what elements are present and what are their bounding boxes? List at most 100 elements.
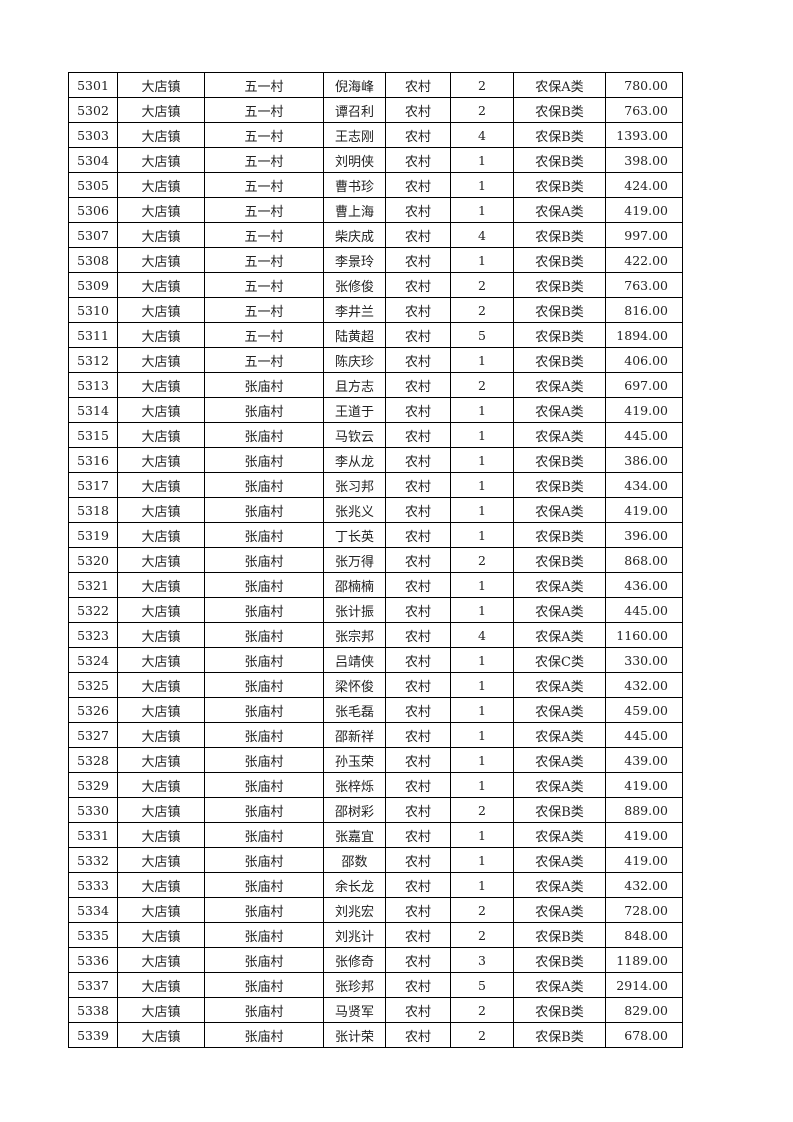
cell-village: 张庙村 — [204, 497, 324, 523]
cell-amount: 728.00 — [605, 897, 683, 923]
cell-household-type: 农村 — [385, 172, 451, 198]
cell-household-type: 农村 — [385, 897, 451, 923]
cell-amount: 829.00 — [605, 997, 683, 1023]
cell-amount: 1189.00 — [605, 947, 683, 973]
cell-village: 张庙村 — [204, 697, 324, 723]
cell-household-type: 农村 — [385, 872, 451, 898]
cell-row-number: 5307 — [68, 222, 118, 248]
cell-household-type: 农村 — [385, 972, 451, 998]
cell-row-number: 5335 — [68, 922, 118, 948]
cell-row-number: 5304 — [68, 147, 118, 173]
cell-family-size: 5 — [450, 972, 514, 998]
cell-insurance-class: 农保A类 — [513, 422, 606, 448]
table-row: 5333 大店镇 张庙村 余长龙 农村 1 农保A类 432.00 — [68, 872, 683, 898]
cell-name: 张万得 — [323, 547, 386, 573]
cell-amount: 1393.00 — [605, 122, 683, 148]
cell-row-number: 5331 — [68, 822, 118, 848]
cell-town: 大店镇 — [117, 597, 205, 623]
cell-household-type: 农村 — [385, 397, 451, 423]
cell-insurance-class: 农保A类 — [513, 847, 606, 873]
cell-amount: 419.00 — [605, 197, 683, 223]
data-table: 5301 大店镇 五一村 倪海峰 农村 2 农保A类 780.00 5302 大店镇 五一村 谭召利农… — [68, 72, 683, 1048]
table-row: 5310 大店镇 五一村 李井兰 农村 2 农保B类 816.00 — [68, 297, 683, 323]
table-row: 5304 大店镇 五一村 刘明侠 农村 1 农保B类 398.00 — [68, 147, 683, 173]
cell-village: 张庙村 — [204, 847, 324, 873]
cell-town: 大店镇 — [117, 447, 205, 473]
cell-town: 大店镇 — [117, 297, 205, 323]
cell-row-number: 5309 — [68, 272, 118, 298]
cell-village: 张庙村 — [204, 422, 324, 448]
cell-amount: 419.00 — [605, 822, 683, 848]
cell-town: 大店镇 — [117, 497, 205, 523]
cell-village: 张庙村 — [204, 822, 324, 848]
cell-row-number: 5332 — [68, 847, 118, 873]
cell-amount: 678.00 — [605, 1022, 683, 1048]
cell-town: 大店镇 — [117, 522, 205, 548]
table-row: 5320 大店镇 张庙村 张万得 农村 2 农保B类 868.00 — [68, 547, 683, 573]
table-row: 5325 大店镇 张庙村 梁怀俊 农村 1 农保A类 432.00 — [68, 672, 683, 698]
cell-town: 大店镇 — [117, 822, 205, 848]
cell-name: 王道于 — [323, 397, 386, 423]
cell-name: 张毛磊 — [323, 697, 386, 723]
table-row: 5317 大店镇 张庙村 张习邦 农村 1 农保B类 434.00 — [68, 472, 683, 498]
table-row: 5331 大店镇 张庙村 张嘉宜 农村 1 农保A类 419.00 — [68, 822, 683, 848]
table-row: 5319 大店镇 张庙村 丁长英 农村 1 农保B类 396.00 — [68, 522, 683, 548]
cell-town: 大店镇 — [117, 547, 205, 573]
table-row: 5313 大店镇 张庙村 且方志 农村 2 农保A类 697.00 — [68, 372, 683, 398]
cell-village: 张庙村 — [204, 772, 324, 798]
cell-town: 大店镇 — [117, 997, 205, 1023]
cell-name: 王志刚 — [323, 122, 386, 148]
cell-amount: 1894.00 — [605, 322, 683, 348]
cell-amount: 424.00 — [605, 172, 683, 198]
cell-family-size: 1 — [450, 822, 514, 848]
cell-amount: 889.00 — [605, 797, 683, 823]
cell-family-size: 2 — [450, 372, 514, 398]
cell-amount: 398.00 — [605, 147, 683, 173]
table-body: 5301 大店镇 五一村 倪海峰 农村 2 农保A类 780.00 5302 大店镇 五一村 谭召利农… — [68, 72, 683, 1048]
cell-amount: 445.00 — [605, 422, 683, 448]
cell-town: 大店镇 — [117, 472, 205, 498]
table-row: 5315 大店镇 张庙村 马钦云 农村 1 农保A类 445.00 — [68, 422, 683, 448]
cell-insurance-class: 农保B类 — [513, 797, 606, 823]
cell-town: 大店镇 — [117, 572, 205, 598]
cell-insurance-class: 农保A类 — [513, 822, 606, 848]
cell-village: 张庙村 — [204, 472, 324, 498]
cell-insurance-class: 农保B类 — [513, 247, 606, 273]
cell-amount: 422.00 — [605, 247, 683, 273]
cell-town: 大店镇 — [117, 272, 205, 298]
cell-amount: 445.00 — [605, 597, 683, 623]
table-row: 5308 大店镇 五一村 李景玲 农村 1 农保B类 422.00 — [68, 247, 683, 273]
cell-row-number: 5323 — [68, 622, 118, 648]
cell-name: 张修俊 — [323, 272, 386, 298]
cell-family-size: 2 — [450, 297, 514, 323]
cell-name: 马钦云 — [323, 422, 386, 448]
cell-family-size: 2 — [450, 922, 514, 948]
cell-name: 丁长英 — [323, 522, 386, 548]
cell-name: 张计振 — [323, 597, 386, 623]
cell-village: 张庙村 — [204, 447, 324, 473]
cell-amount: 763.00 — [605, 272, 683, 298]
cell-insurance-class: 农保A类 — [513, 772, 606, 798]
cell-row-number: 5327 — [68, 722, 118, 748]
cell-row-number: 5325 — [68, 672, 118, 698]
cell-family-size: 1 — [450, 697, 514, 723]
cell-village: 五一村 — [204, 72, 324, 98]
cell-name: 邵楠楠 — [323, 572, 386, 598]
cell-insurance-class: 农保B类 — [513, 922, 606, 948]
cell-village: 五一村 — [204, 247, 324, 273]
cell-town: 大店镇 — [117, 347, 205, 373]
cell-family-size: 2 — [450, 72, 514, 98]
cell-insurance-class: 农保A类 — [513, 747, 606, 773]
cell-row-number: 5329 — [68, 772, 118, 798]
cell-village: 张庙村 — [204, 672, 324, 698]
cell-village: 五一村 — [204, 272, 324, 298]
cell-household-type: 农村 — [385, 547, 451, 573]
cell-insurance-class: 农保B类 — [513, 472, 606, 498]
cell-name: 陈庆珍 — [323, 347, 386, 373]
cell-town: 大店镇 — [117, 247, 205, 273]
cell-family-size: 1 — [450, 647, 514, 673]
cell-household-type: 农村 — [385, 347, 451, 373]
cell-village: 张庙村 — [204, 997, 324, 1023]
cell-family-size: 2 — [450, 797, 514, 823]
cell-amount: 406.00 — [605, 347, 683, 373]
